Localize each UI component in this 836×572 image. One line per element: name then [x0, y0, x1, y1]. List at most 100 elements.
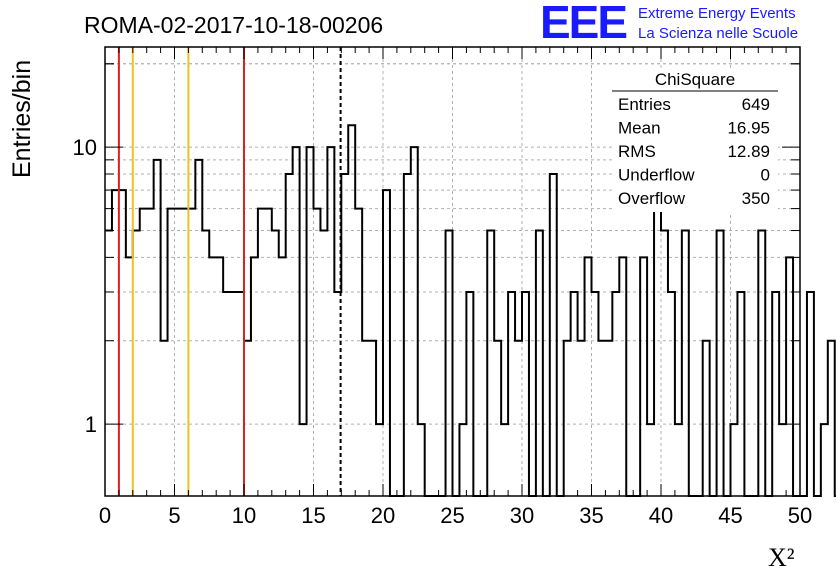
- histogram-bin: [772, 292, 779, 496]
- histogram-bin: [501, 424, 508, 496]
- histogram-bin: [327, 147, 334, 496]
- histogram-bin: [320, 231, 327, 496]
- histogram-bin: [675, 424, 682, 496]
- stats-label: Overflow: [618, 189, 686, 208]
- histogram-bin: [258, 209, 265, 496]
- histogram-bin: [133, 231, 140, 496]
- stats-value: 16.95: [727, 119, 770, 138]
- histogram-bin: [647, 424, 654, 496]
- y-axis-label: Entries/bin: [8, 60, 36, 178]
- stats-label: Underflow: [618, 166, 695, 185]
- x-tick-label: 15: [301, 503, 325, 528]
- histogram-bins: [105, 124, 836, 497]
- stats-label: RMS: [618, 142, 656, 161]
- histogram-bin: [654, 190, 661, 496]
- histogram-bin: [341, 174, 348, 496]
- histogram-bin: [592, 292, 599, 496]
- eee-logo-text: Extreme Energy Events La Scienza nelle S…: [638, 4, 798, 44]
- axis-ticks: 0 5 10 15 20 25 30 35 40 45 50 1 10: [73, 47, 812, 528]
- histogram-bin: [112, 190, 119, 496]
- histogram-bin: [522, 292, 529, 496]
- histogram-bin: [668, 292, 675, 496]
- histogram-bin: [230, 292, 237, 496]
- histogram-bin: [737, 292, 744, 496]
- histogram-bin: [466, 292, 473, 496]
- histogram-bin: [181, 209, 188, 496]
- histogram-bin: [758, 231, 765, 496]
- stats-value: 350: [742, 189, 770, 208]
- stats-background: [612, 68, 778, 212]
- x-tick-label: 20: [371, 503, 395, 528]
- stats-label: Entries: [618, 95, 671, 114]
- histogram-bin: [585, 257, 592, 496]
- histogram-bin: [487, 231, 494, 496]
- histogram-bin: [272, 231, 279, 496]
- logo-line-1: Extreme Energy Events: [638, 5, 796, 22]
- x-tick-label: 50: [788, 503, 812, 528]
- histogram-bin: [661, 231, 668, 496]
- histogram-bin: [307, 147, 314, 496]
- histogram-bin: [202, 231, 209, 496]
- eee-logo-mark: EEE: [540, 0, 628, 48]
- x-axis-label: X²: [768, 543, 795, 572]
- x-tick-label: 30: [510, 503, 534, 528]
- histogram-bin: [216, 257, 223, 496]
- histogram-bin: [494, 341, 501, 496]
- histogram-bin: [682, 231, 689, 496]
- y-tick-label: 1: [85, 412, 97, 437]
- histogram-bin: [251, 257, 258, 496]
- histogram-bin: [717, 231, 724, 496]
- histogram-bin: [418, 424, 425, 496]
- reference-lines: [117, 47, 342, 496]
- histogram-bin: [168, 209, 175, 496]
- histogram-bin: [237, 292, 244, 496]
- stats-box: ChiSquare Entries 649 Mean 16.95 RMS 12.89 Unde…: [612, 68, 778, 212]
- x-tick-label: 40: [649, 503, 673, 528]
- histogram-bin: [126, 257, 133, 496]
- histogram-outline: [105, 124, 836, 497]
- histogram-bin: [598, 341, 605, 496]
- histogram-bin: [223, 292, 230, 496]
- histogram-bin: [279, 257, 286, 496]
- histogram-bin: [605, 341, 612, 496]
- histogram-bin: [821, 424, 828, 496]
- histogram-bin: [195, 160, 202, 496]
- histogram-bin: [293, 147, 300, 496]
- histogram-bin: [446, 231, 453, 496]
- histogram-bin: [703, 341, 710, 496]
- histogram-bin: [119, 190, 126, 496]
- histogram-bin: [536, 231, 543, 496]
- stats-name: ChiSquare: [655, 70, 735, 89]
- stats-value: 649: [742, 95, 770, 114]
- histogram-bin: [731, 424, 738, 496]
- histogram-bin: [807, 292, 814, 496]
- histogram-bin: [459, 424, 466, 496]
- histogram-bin: [779, 424, 786, 496]
- histogram-bin: [147, 209, 154, 496]
- histogram-bin: [161, 341, 168, 496]
- stats-value: 0: [761, 166, 770, 185]
- histogram-bin: [550, 174, 557, 496]
- histogram-bin: [619, 257, 626, 496]
- histogram-bin: [355, 209, 362, 496]
- histogram-bin: [244, 341, 251, 496]
- histogram-bin: [286, 174, 293, 496]
- histogram-bin: [314, 209, 321, 496]
- histogram-bin: [612, 292, 619, 496]
- histogram-bin: [515, 341, 522, 496]
- histogram-bin: [175, 209, 182, 496]
- y-tick-label: 10: [73, 135, 97, 160]
- histogram-bin: [564, 341, 571, 496]
- histogram-bin: [362, 341, 369, 496]
- histogram-bin: [188, 209, 195, 496]
- histogram-bin: [508, 292, 515, 496]
- histogram-bin: [383, 190, 390, 496]
- histogram-bin: [209, 257, 216, 496]
- histogram-bin: [105, 231, 112, 496]
- histogram-bin: [300, 424, 307, 496]
- x-tick-label: 10: [232, 503, 256, 528]
- histogram-bin: [140, 209, 147, 496]
- x-tick-label: 45: [718, 503, 742, 528]
- histogram-bin: [411, 147, 418, 496]
